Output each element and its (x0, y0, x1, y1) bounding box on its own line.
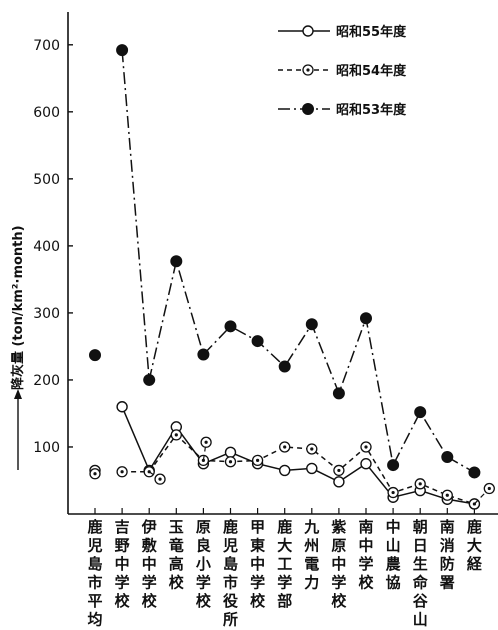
outlier-link (202, 442, 207, 461)
legend-marker (302, 64, 314, 76)
data-point (224, 320, 237, 333)
data-point (224, 446, 237, 459)
y-tick-label: 700 (33, 38, 60, 54)
marker-dot (364, 445, 368, 449)
category-label: 鹿児島市役所 (222, 518, 238, 629)
category-label: 伊敷中学校 (141, 518, 158, 610)
marker-dot (256, 458, 260, 462)
data-point (278, 360, 291, 373)
marker-dot (283, 445, 287, 449)
marker-dot (306, 68, 310, 72)
marker-dot (158, 477, 162, 481)
category-label: 甲東中学校 (250, 518, 266, 610)
data-point (143, 373, 156, 386)
category-label: 南消防署 (439, 518, 455, 592)
data-point (333, 476, 345, 488)
y-tick-label: 600 (33, 105, 60, 121)
marker-dot (174, 433, 178, 437)
data-point (89, 468, 101, 480)
data-point (224, 456, 237, 468)
data-point (279, 464, 291, 477)
marker-dot (337, 468, 341, 473)
y-tick-label: 200 (33, 373, 60, 389)
labels-layer: 鹿児島市平均吉野中学校伊敷中学校玉竜高校原良小学校鹿児島市役所甲東中学校鹿大工学… (86, 518, 482, 629)
series-line (121, 50, 475, 474)
category-label: 玉竜高校 (169, 518, 185, 592)
category-label: 鹿児島市平均 (86, 518, 102, 629)
category-label: 原良小学校 (196, 518, 212, 610)
category-label: 九州電力 (303, 518, 319, 592)
data-point (387, 459, 400, 472)
data-point (360, 312, 372, 325)
category-label: 鹿大工学部 (277, 518, 292, 610)
data-point (441, 451, 454, 464)
data-point (414, 478, 426, 490)
data-point (387, 486, 399, 499)
data-point (332, 387, 345, 400)
outlier-link (473, 488, 490, 505)
data-point (333, 464, 345, 477)
category-label: 吉野中学校 (115, 518, 131, 610)
series-layer (89, 44, 495, 510)
category-label: 紫原中学校 (331, 518, 347, 610)
series-line (122, 433, 475, 505)
data-point (251, 454, 264, 467)
data-point (116, 401, 128, 413)
data-point (360, 458, 372, 470)
data-point (170, 255, 183, 268)
series-3 (89, 44, 481, 479)
marker-dot (310, 447, 314, 451)
data-point (197, 348, 210, 361)
data-point (170, 429, 182, 441)
data-point (116, 466, 128, 478)
y-axis-label: 降灰量 (ton/km²·month) (10, 225, 26, 390)
data-point (414, 406, 427, 419)
marker-dot (204, 440, 208, 444)
legend-label: 昭和54年度 (336, 63, 407, 79)
data-point (279, 441, 291, 453)
marker-dot (487, 486, 491, 491)
marker-dot (228, 460, 233, 464)
y-tick-label: 300 (33, 306, 60, 322)
data-point (441, 489, 453, 501)
data-point (89, 349, 101, 362)
category-label: 朝日生命谷山 (412, 518, 429, 629)
marker-dot (93, 472, 97, 476)
category-label: 中山農協 (386, 518, 401, 592)
legend-marker (302, 103, 314, 115)
category-label: 鹿大経 (467, 518, 483, 573)
data-point (306, 462, 318, 475)
series-2 (89, 429, 495, 510)
legend-label: 昭和55年度 (336, 24, 407, 40)
y-tick-label: 500 (33, 172, 60, 188)
y-tick-label: 100 (33, 440, 60, 456)
y-axis-arrowhead (14, 389, 22, 399)
legend-marker (302, 25, 314, 37)
category-label: 南中学校 (358, 518, 374, 592)
y-tick-label: 400 (33, 239, 60, 255)
data-point (116, 44, 129, 57)
marker-dot (445, 493, 449, 497)
outlier-point (200, 436, 212, 448)
data-point (468, 466, 481, 479)
marker-dot (391, 490, 395, 495)
data-point (306, 443, 318, 455)
data-point (360, 441, 372, 453)
data-point (305, 318, 318, 331)
data-point (251, 335, 264, 348)
marker-dot (418, 482, 422, 486)
outlier-point (483, 482, 495, 495)
legend-label: 昭和53年度 (336, 102, 407, 118)
axes: 100 200 300 400 500 600 700 降灰量 (ton/km²·month) (10, 12, 498, 515)
outlier-point (154, 473, 166, 485)
marker-dot (120, 470, 124, 474)
